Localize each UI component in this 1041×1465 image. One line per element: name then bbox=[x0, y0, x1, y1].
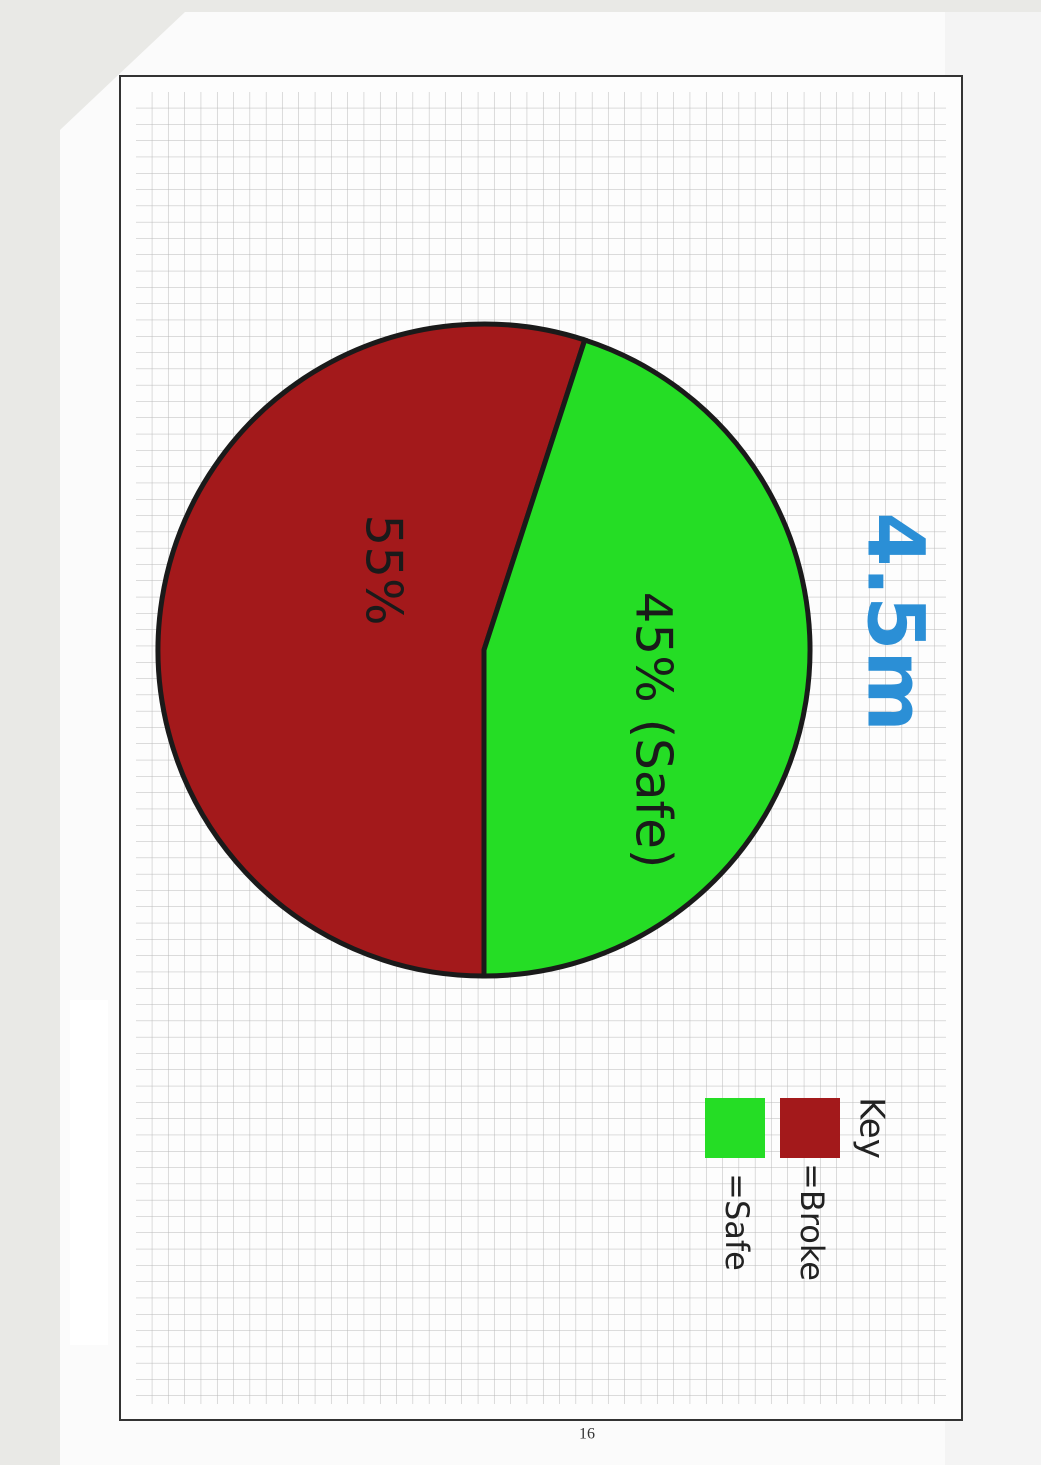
chart-title: 4.5m bbox=[850, 512, 940, 731]
legend-title: Key bbox=[852, 1097, 892, 1159]
legend-swatch bbox=[780, 1098, 840, 1158]
page-number: 16 bbox=[579, 1426, 595, 1443]
legend-swatch bbox=[705, 1098, 765, 1158]
blank-strip bbox=[70, 1000, 108, 1345]
pie-slice bbox=[481, 336, 813, 979]
data-label: 55% bbox=[355, 514, 413, 625]
legend-label: =Broke bbox=[793, 1163, 831, 1281]
data-label: 45% (Safe) bbox=[625, 592, 683, 869]
legend-label: =Safe bbox=[718, 1173, 756, 1271]
pie-slice bbox=[155, 321, 588, 979]
